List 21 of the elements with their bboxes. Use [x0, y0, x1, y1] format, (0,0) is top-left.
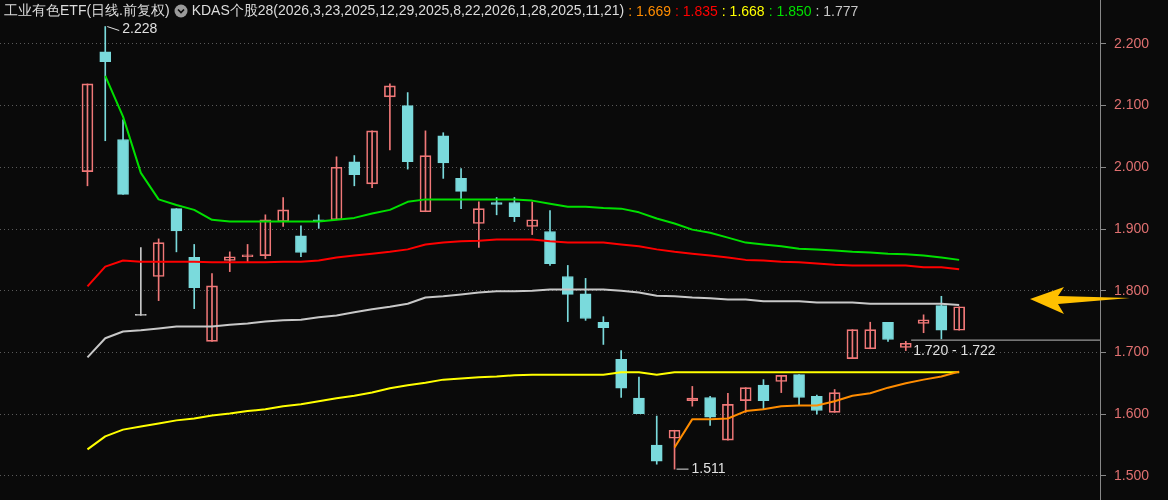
chart-subtitle: KDAS个股28(2026,3,23,2025,12,29,2025,8,22,2026,1,28,2025,11,21): [191, 2, 625, 20]
y-tick-label: 1.700: [1114, 343, 1150, 360]
y-tick-label: 1.500: [1114, 466, 1150, 483]
chart-title: 工业有色ETF(日线.前复权): [4, 2, 170, 20]
y-tick-label: 2.200: [1114, 34, 1150, 51]
y-tick-label: 2.100: [1114, 96, 1150, 113]
candlestick: [686, 386, 699, 407]
y-tick-label: 1.600: [1114, 405, 1150, 422]
text: : 1.835: [675, 3, 718, 19]
annotation: 1.511: [691, 460, 726, 476]
annotation: 2.228: [122, 20, 158, 37]
text: : 1.850: [768, 3, 812, 19]
y-tick-label: 2.000: [1114, 158, 1150, 175]
y-tick-label: 1.800: [1114, 281, 1150, 298]
text: : 1.669: [628, 3, 672, 19]
text: : 1.668: [721, 3, 765, 19]
candlestick: [953, 306, 965, 331]
text: : 1.777: [815, 3, 859, 19]
y-tick-label: 1.900: [1114, 219, 1150, 236]
candlestick: [99, 26, 112, 142]
ref-line-label: 1.720 - 1.722: [913, 341, 996, 358]
